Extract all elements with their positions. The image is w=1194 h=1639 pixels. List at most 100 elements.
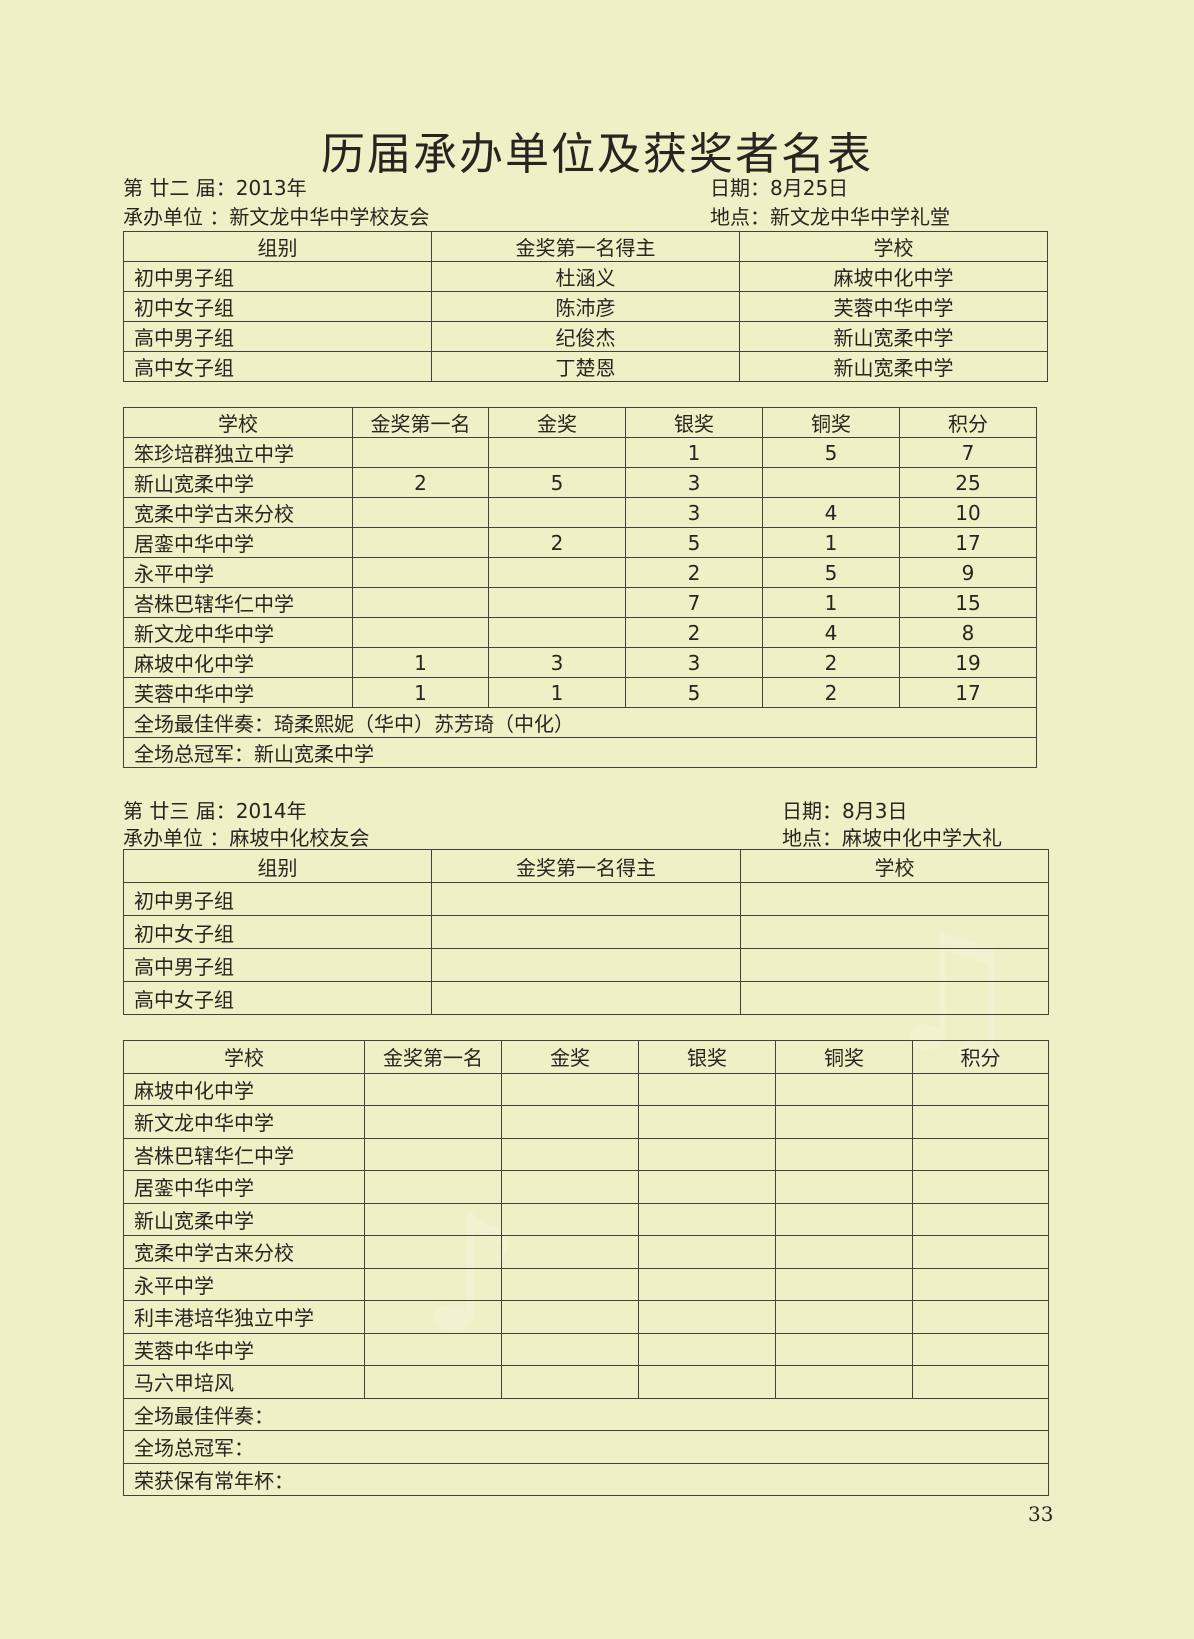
count-cell [638,1170,776,1204]
table-header-row: 学校 金奖第一名 金奖 银奖 铜奖 积分 [123,407,1037,438]
column-header: 金奖第一名 [364,1040,502,1074]
school-name-cell: 居銮中华中学 [123,527,353,558]
count-cell: 9 [899,557,1037,588]
table-row: 宽柔中学古来分校 3 4 10 [123,497,1037,528]
column-header: 积分 [912,1040,1049,1074]
school-cell [740,948,1049,982]
table-row: 永平中学 [123,1267,1049,1301]
count-cell: 25 [899,467,1037,498]
count-cell [364,1300,502,1334]
count-cell [364,1235,502,1269]
count-cell: 19 [899,647,1037,678]
count-cell: 2 [625,617,763,648]
table-row: 新山宽柔中学 2 5 3 25 [123,467,1037,498]
school-name-cell: 马六甲培风 [123,1365,365,1399]
winner-cell [431,948,741,982]
summary-cell: 全场总冠军： [123,1430,1049,1464]
table-row: 芙蓉中华中学 1 1 5 2 17 [123,677,1037,708]
count-cell [912,1202,1049,1236]
count-cell [501,1170,639,1204]
count-cell [364,1072,502,1106]
count-cell [912,1365,1049,1399]
page-title: 历届承办单位及获奖者名表 [321,129,873,180]
count-cell: 3 [488,647,626,678]
school-name-cell: 新文龙中华中学 [123,617,353,648]
count-cell [364,1105,502,1139]
table-row: 笨珍培群独立中学 1 5 7 [123,437,1037,468]
winner-cell: 陈沛彦 [431,291,740,322]
count-cell [762,467,900,498]
count-cell [638,1267,776,1301]
column-header: 金奖第一名 [352,407,489,438]
summary-row: 全场最佳伴奏： [123,1397,1049,1431]
count-cell [638,1332,776,1366]
column-header: 金奖 [501,1040,639,1074]
table-row: 麻坡中化中学 [123,1072,1049,1106]
venue-label: 地点：新文龙中华中学礼堂 [710,205,950,229]
count-cell: 3 [625,467,763,498]
school-name-cell: 麻坡中化中学 [123,1072,365,1106]
count-cell [912,1137,1049,1171]
school-name-cell: 峇株巴辖华仁中学 [123,587,353,618]
count-cell [775,1170,913,1204]
count-cell: 10 [899,497,1037,528]
count-cell [488,557,626,588]
table-row: 峇株巴辖华仁中学 [123,1137,1049,1171]
column-header: 学校 [740,849,1049,883]
table-row: 初中男子组 [123,882,1049,916]
count-cell [912,1300,1049,1334]
count-cell [775,1267,913,1301]
edition-label: 第 廿三 届：2014年 [123,799,307,823]
count-cell [638,1300,776,1334]
group-cell: 初中女子组 [123,915,432,949]
school-cell: 新山宽柔中学 [739,351,1048,382]
count-cell: 17 [899,527,1037,558]
school-name-cell: 居銮中华中学 [123,1170,365,1204]
venue-label: 地点：麻坡中化中学大礼 [782,826,1002,850]
count-cell [775,1105,913,1139]
school-cell: 芙蓉中华中学 [739,291,1048,322]
table-row: 初中女子组 [123,915,1049,949]
table-row: 芙蓉中华中学 [123,1332,1049,1366]
column-header: 银奖 [625,407,763,438]
winner-cell: 杜涵义 [431,261,740,292]
count-cell: 2 [488,527,626,558]
summary-cell: 全场最佳伴奏： [123,1397,1049,1431]
group-cell: 高中男子组 [123,321,432,352]
count-cell: 2 [625,557,763,588]
count-cell: 1 [762,587,900,618]
count-cell [638,1105,776,1139]
count-cell [775,1365,913,1399]
count-cell: 8 [899,617,1037,648]
column-header: 学校 [123,407,353,438]
edition-label: 第 廿二 届：2013年 [123,176,307,200]
count-cell [364,1332,502,1366]
school-name-cell: 宽柔中学古来分校 [123,497,353,528]
school-name-cell: 芙蓉中华中学 [123,1332,365,1366]
summary-row: 全场总冠军： [123,1430,1049,1464]
count-cell: 1 [352,647,489,678]
host-label: 承办单位 ：麻坡中化校友会 [123,826,370,850]
table-row: 居銮中华中学 [123,1170,1049,1204]
table-row: 马六甲培风 [123,1365,1049,1399]
column-header: 金奖第一名得主 [431,231,740,262]
group-cell: 高中女子组 [123,981,432,1015]
count-cell: 4 [762,497,900,528]
column-header: 铜奖 [775,1040,913,1074]
school-name-cell: 新文龙中华中学 [123,1105,365,1139]
count-cell: 3 [625,497,763,528]
count-cell: 7 [625,587,763,618]
count-cell [352,437,489,468]
column-header: 银奖 [638,1040,776,1074]
count-cell: 15 [899,587,1037,618]
summary-cell: 全场最佳伴奏：琦柔熙妮（华中）苏芳琦（中化） [123,707,1037,738]
school-name-cell: 麻坡中化中学 [123,647,353,678]
count-cell: 17 [899,677,1037,708]
count-cell [775,1235,913,1269]
count-cell: 5 [625,527,763,558]
count-cell: 2 [762,677,900,708]
count-cell [364,1365,502,1399]
column-header: 组别 [123,849,432,883]
group-cell: 高中女子组 [123,351,432,382]
table-row: 峇株巴辖华仁中学 7 1 15 [123,587,1037,618]
